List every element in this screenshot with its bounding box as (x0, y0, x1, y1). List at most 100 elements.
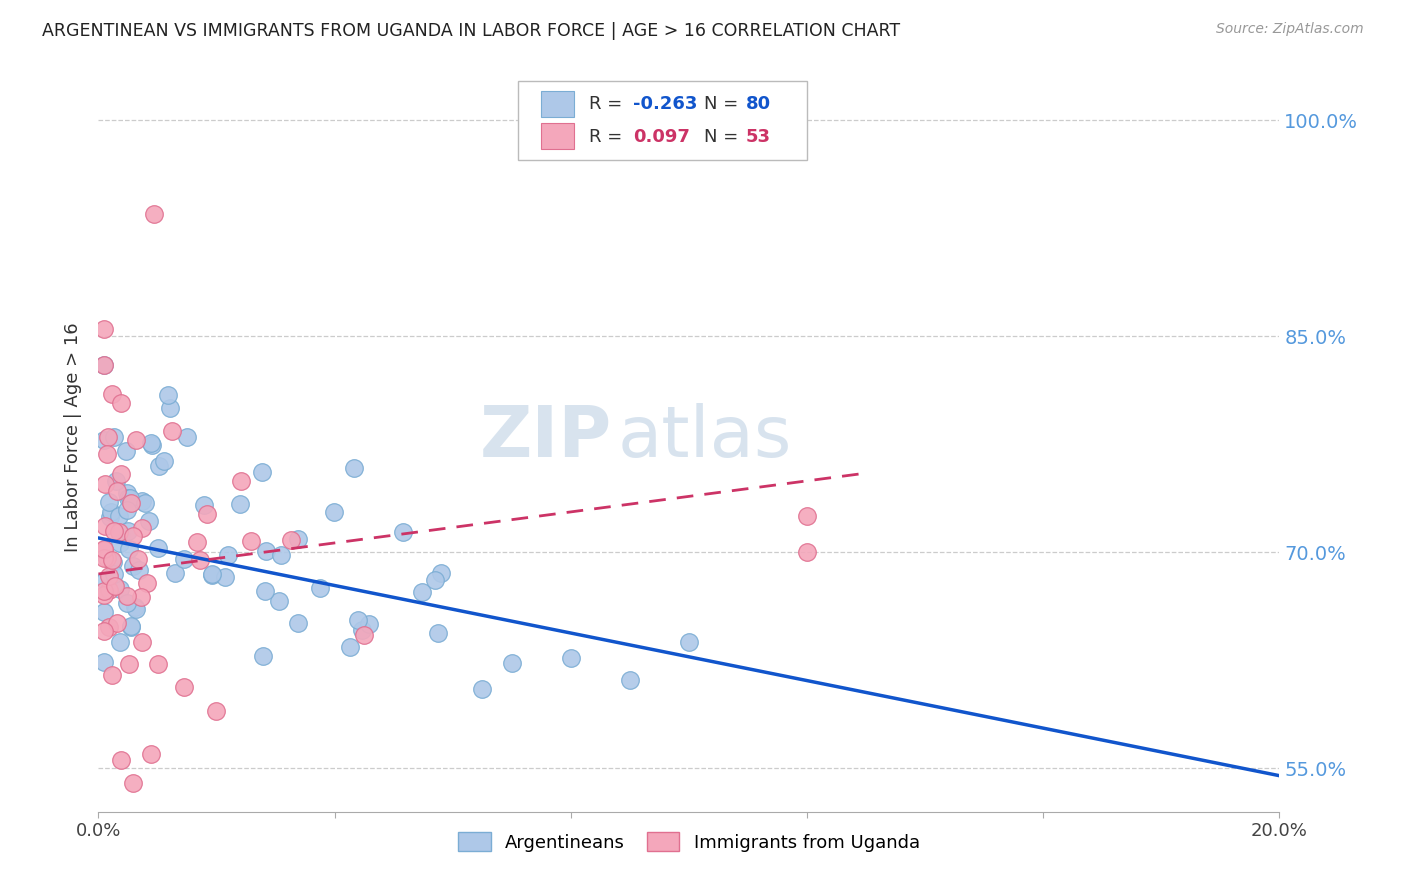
Point (110, 753, 132, 767)
Point (103, 555, 125, 569)
Point (93, 542, 115, 557)
Point (240, 534, 263, 549)
Point (501, 657, 523, 671)
Point (146, 541, 169, 556)
Point (201, 567, 224, 582)
Point (100, 387, 122, 401)
Text: N =: N = (704, 95, 744, 113)
FancyBboxPatch shape (541, 123, 575, 149)
Point (188, 552, 211, 566)
Point (105, 616, 128, 631)
Point (101, 668, 124, 682)
Point (97, 568, 120, 582)
Point (205, 704, 228, 718)
Point (250, 465, 273, 479)
Text: Source: ZipAtlas.com: Source: ZipAtlas.com (1216, 22, 1364, 37)
Point (93, 358, 115, 372)
Text: 53: 53 (745, 128, 770, 146)
Point (186, 535, 208, 549)
Point (122, 529, 145, 543)
Text: atlas: atlas (619, 402, 793, 472)
Point (143, 207, 166, 221)
Point (350, 623, 373, 637)
Point (93, 605, 115, 619)
Point (115, 589, 138, 603)
Text: R =: R = (589, 95, 627, 113)
Point (309, 581, 332, 595)
Text: N =: N = (704, 128, 744, 146)
Point (120, 491, 142, 505)
Point (103, 524, 125, 539)
Point (141, 747, 163, 761)
Point (93, 541, 115, 556)
Point (347, 613, 370, 627)
Point (96, 551, 118, 566)
Point (96, 447, 118, 461)
Point (195, 507, 218, 521)
Point (103, 566, 125, 581)
Point (125, 602, 148, 616)
Point (117, 491, 139, 505)
Point (131, 494, 153, 508)
Point (94, 573, 117, 587)
Point (93, 624, 115, 638)
Point (94, 519, 117, 533)
Point (427, 626, 450, 640)
Legend: Argentineans, Immigrants from Uganda: Argentineans, Immigrants from Uganda (451, 825, 927, 859)
Point (148, 458, 170, 473)
Point (267, 593, 290, 607)
Point (323, 505, 346, 519)
Point (287, 615, 309, 630)
Point (115, 596, 138, 610)
Point (128, 563, 150, 577)
Point (125, 433, 148, 447)
Point (124, 599, 146, 614)
Point (114, 444, 136, 458)
Point (353, 833, 375, 847)
Point (93, 358, 115, 372)
Point (117, 503, 139, 517)
Point (339, 640, 361, 654)
Point (678, 634, 700, 648)
Point (312, 863, 335, 877)
Point (108, 524, 131, 539)
Point (108, 582, 131, 596)
Point (120, 619, 142, 633)
Point (430, 566, 453, 580)
Point (98, 583, 121, 598)
Text: R =: R = (589, 128, 627, 146)
Point (103, 430, 125, 444)
Point (117, 524, 139, 539)
Point (138, 514, 160, 528)
Point (335, 847, 357, 862)
Point (101, 552, 124, 566)
Point (98, 620, 121, 634)
Point (146, 657, 169, 671)
Point (98, 495, 121, 509)
Point (796, 509, 818, 524)
Point (256, 544, 278, 558)
Point (287, 532, 309, 546)
Point (127, 552, 149, 566)
Point (93, 588, 115, 602)
Point (110, 528, 132, 542)
Point (412, 840, 434, 855)
Point (115, 485, 138, 500)
Point (110, 467, 132, 481)
Y-axis label: In Labor Force | Age > 16: In Labor Force | Age > 16 (65, 322, 83, 552)
Point (131, 521, 153, 535)
Point (560, 650, 582, 665)
Point (392, 525, 415, 540)
Point (796, 545, 818, 559)
Point (160, 424, 183, 438)
Point (231, 474, 253, 488)
Point (93, 551, 115, 566)
Point (173, 680, 195, 694)
Point (156, 388, 179, 402)
Point (93, 322, 115, 336)
Point (254, 584, 277, 599)
Point (118, 542, 141, 557)
Point (98, 510, 121, 524)
Point (100, 505, 122, 519)
Point (159, 401, 181, 416)
